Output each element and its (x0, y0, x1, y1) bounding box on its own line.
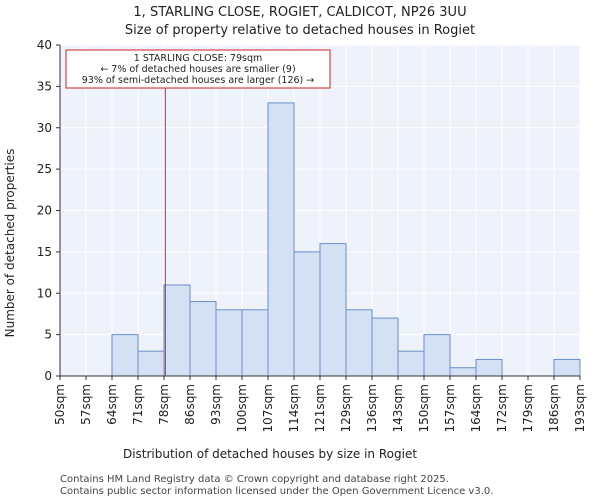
bar-143sqm (397, 350, 425, 377)
y-tick-label-30: 30 (37, 121, 52, 135)
x-tick-label-164sqm: 164sqm (469, 384, 483, 432)
x-tick-label-107sqm: 107sqm (261, 384, 275, 432)
bar-93sqm (215, 309, 243, 377)
bar-78sqm (163, 284, 191, 377)
footer-line-2: Contains public sector information licen… (60, 486, 493, 497)
y-tick-label-40: 40 (37, 38, 52, 52)
bars (111, 102, 581, 377)
bar-86sqm (189, 301, 217, 377)
bar-121sqm (319, 243, 347, 377)
chart-subtitle: Size of property relative to detached ho… (125, 23, 475, 38)
footer-line-1: Contains HM Land Registry data © Crown c… (60, 474, 449, 485)
bar-150sqm (423, 334, 451, 377)
x-tick-label-129sqm: 129sqm (339, 384, 353, 432)
y-tick-label-10: 10 (37, 286, 52, 300)
bar-136sqm (371, 317, 399, 377)
bar-114sqm (293, 251, 321, 377)
bar-64sqm (111, 334, 139, 377)
x-tick-label-150sqm: 150sqm (417, 384, 431, 432)
x-tick-label-143sqm: 143sqm (391, 384, 405, 432)
x-tick-label-172sqm: 172sqm (495, 384, 509, 432)
x-tick-label-78sqm: 78sqm (157, 384, 171, 425)
bar-100sqm (241, 309, 269, 377)
y-tick-label-20: 20 (37, 204, 52, 218)
x-tick-label-50sqm: 50sqm (53, 384, 67, 425)
annotation-border (65, 49, 331, 89)
y-tick-label-25: 25 (37, 162, 52, 176)
x-tick-label-193sqm: 193sqm (573, 384, 587, 432)
y-tick-label-5: 5 (44, 328, 52, 342)
x-tick-label-71sqm: 71sqm (131, 384, 145, 425)
bar-71sqm (137, 350, 165, 377)
x-axis: 50sqm 57sqm 64sqm 71sqm 78sqm 86sqm 93sqm 100sq… (53, 375, 587, 432)
bar-164sqm (475, 358, 503, 377)
y-axis-label: Number of detached properties (3, 149, 17, 338)
x-tick-label-114sqm: 114sqm (287, 384, 301, 432)
x-tick-label-157sqm: 157sqm (443, 384, 457, 432)
bar-129sqm (345, 309, 373, 377)
x-tick-label-186sqm: 186sqm (547, 384, 561, 432)
x-tick-label-136sqm: 136sqm (365, 384, 379, 432)
bar-186sqm (553, 358, 581, 377)
annotation-line-3: 93% of semi-detached houses are larger (… (82, 75, 315, 86)
annotation-box: 1 STARLING CLOSE: 79sqm ← 7% of detached… (65, 49, 331, 89)
y-tick-label-15: 15 (37, 245, 52, 259)
bar-157sqm (449, 367, 477, 377)
annotation-line-2: ← 7% of detached houses are smaller (9) (100, 64, 295, 75)
y-tick-label-35: 35 (37, 79, 52, 93)
x-axis-label: Distribution of detached houses by size … (123, 447, 417, 461)
chart-title: 1, STARLING CLOSE, ROGIET, CALDICOT, NP2… (133, 5, 466, 20)
x-tick-label-86sqm: 86sqm (183, 384, 197, 425)
x-tick-label-121sqm: 121sqm (313, 384, 327, 432)
bar-107sqm (267, 102, 295, 377)
x-tick-label-64sqm: 64sqm (105, 384, 119, 425)
x-tick-label-179sqm: 179sqm (521, 384, 535, 432)
x-tick-label-57sqm: 57sqm (79, 384, 93, 425)
annotation-line-1: 1 STARLING CLOSE: 79sqm (134, 53, 262, 64)
y-axis: 0 5 10 15 20 25 30 35 40 (37, 38, 61, 383)
x-tick-label-100sqm: 100sqm (235, 384, 249, 432)
y-tick-label-0: 0 (44, 369, 52, 383)
x-tick-label-93sqm: 93sqm (209, 384, 223, 425)
